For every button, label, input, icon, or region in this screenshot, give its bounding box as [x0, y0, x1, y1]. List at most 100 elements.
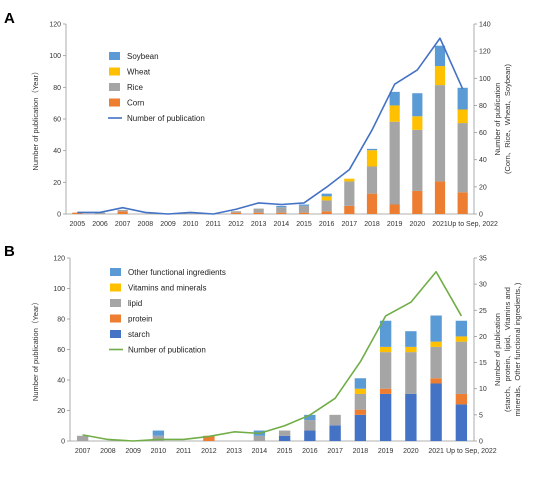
chart-b-right-tick-label: 5 [479, 412, 483, 419]
chart-a-bar-corn [412, 190, 423, 214]
chart-a-bar-rice [457, 123, 468, 193]
chart-b-right-axis-title-line: minerals、Other functional ingredients、) [513, 282, 522, 416]
chart-a-bar-corn [457, 192, 468, 214]
chart-a-legend-label-wheat: Wheat [127, 68, 151, 77]
chart-b-left-tick-label: 0 [61, 439, 65, 446]
chart-a-bar-soybean [321, 193, 332, 197]
panel-letter-b: B [4, 243, 15, 260]
chart-b-category-label: 2015 [277, 448, 293, 455]
chart-a-category-label: 2014 [274, 221, 290, 228]
chart-b-bar-lipid [253, 435, 266, 441]
chart-b-category-label: 2010 [151, 448, 167, 455]
chart-a-right-tick-label: 0 [479, 212, 483, 219]
chart-a-legend-swatch-wheat [109, 67, 120, 76]
chart-a-bar-rice [389, 121, 400, 205]
chart-b-bar-protein [354, 409, 367, 415]
chart-b-right-tick-label: 15 [479, 360, 487, 367]
chart-b-legend-label-lipid: lipid [128, 299, 142, 308]
chart-a-category-label: 2013 [251, 221, 267, 228]
chart-a-left-axis-title: Number of publication（Year） [31, 67, 40, 170]
chart-a-bar-rice [434, 85, 446, 182]
chart-a-left-tick-label: 40 [53, 148, 61, 155]
chart-a-left-tick-label: 120 [49, 22, 61, 29]
chart-b-left-tick-label: 20 [57, 408, 65, 415]
chart-a-bar-soybean [276, 205, 287, 208]
chart-b-legend-label-other-functional-ingredients: Other functional ingredients [128, 268, 226, 277]
chart-b-category-label: 2016 [302, 448, 318, 455]
chart-a-right-tick-label: 140 [479, 22, 491, 29]
chart-b-legend-swatch-vitamins-and-minerals [110, 283, 121, 292]
chart-a-category-label: 2008 [138, 221, 154, 228]
chart-a-bar-wheat [457, 109, 468, 124]
chart-a-bar-corn [117, 211, 128, 214]
chart-b-category-label: Up to Sep, 2022 [446, 448, 497, 455]
chart-b-bar-lipid [354, 393, 367, 410]
chart-b-bar-starch [455, 404, 468, 441]
chart-a-right-tick-label: 120 [479, 49, 491, 56]
chart-b-category-label: 2019 [378, 448, 394, 455]
chart-b-bar-vitamins-and-minerals [405, 346, 417, 353]
chart-b-right-tick-label: 20 [479, 334, 487, 341]
chart-a-bar-rice [276, 207, 287, 213]
chart-b-bar-other-functional-ingredients [405, 331, 417, 347]
chart-b-left-tick-label: 120 [53, 256, 65, 263]
chart-b-bar-starch [405, 393, 417, 441]
chart-a-bar-wheat [389, 105, 400, 122]
chart-a-category-label: Up to Sep, 2022 [447, 221, 498, 228]
chart-b-bar-other-functional-ingredients [455, 320, 468, 337]
chart-panel-a: 0 20 40 60 80 100 120 0 20 40 60 80 100 120 140 2005 200… [31, 22, 512, 229]
chart-a-legend-swatch-corn [109, 98, 120, 107]
chart-b-right-tick-label: 10 [479, 386, 487, 393]
chart-a-bar-corn [72, 212, 83, 214]
chart-b-bar-starch [304, 430, 316, 441]
chart-b-bar-other-functional-ingredients [379, 320, 392, 347]
chart-a-legend-label-corn: Corn [127, 99, 144, 108]
chart-a-bar-corn [366, 193, 378, 214]
chart-b-bar-other-functional-ingredients [152, 430, 165, 436]
chart-a-bar-soybean [298, 204, 310, 206]
chart-b-right-tick-label: 30 [479, 282, 487, 289]
chart-a-bar-rice [253, 208, 264, 213]
chart-b-bar-starch [430, 383, 442, 441]
chart-a-category-label: 2010 [183, 221, 199, 228]
chart-a-right-tick-label: 40 [479, 157, 487, 164]
chart-a-bar-rice [298, 205, 310, 213]
chart-a-category-label: 2012 [228, 221, 244, 228]
chart-a-right-axis-title-line: Number of publication [493, 83, 502, 156]
chart-a-category-label: 2016 [319, 221, 335, 228]
chart-a-bar-soybean [389, 91, 400, 106]
chart-a-legend-swatch-rice [109, 83, 120, 91]
chart-a-bar-soybean [412, 93, 423, 117]
chart-b-category-label: 2012 [201, 448, 217, 455]
chart-panel-b: 0 20 40 60 80 100 120 0 5 10 15 20 25 30 35 2007 2008 200… [31, 256, 522, 456]
chart-b-bar-starch [379, 393, 392, 441]
chart-a-category-label: 2011 [206, 221, 221, 228]
chart-a-legend-label-rice: Rice [127, 83, 144, 92]
chart-b-bar-other-functional-ingredients [430, 315, 442, 342]
chart-a-category-label: 2017 [342, 221, 358, 228]
chart-b-bar-lipid [152, 435, 165, 441]
chart-b-left-tick-label: 40 [57, 378, 65, 385]
chart-b-left-tick-label: 80 [57, 317, 65, 324]
chart-a-category-label: 2021 [432, 221, 448, 228]
chart-b-bar-starch [354, 414, 367, 441]
chart-b-left-tick-label: 100 [53, 286, 65, 293]
chart-a-right-tick-label: 60 [479, 130, 487, 137]
chart-b-bar-starch [278, 435, 291, 441]
chart-b-bar-lipid [329, 414, 341, 426]
chart-a-line-number-of-publication [77, 37, 464, 215]
chart-a-bar-rice [94, 212, 106, 214]
chart-b-bar-vitamins-and-minerals [455, 336, 468, 342]
chart-b-legend-label-protein: protein [128, 315, 152, 324]
chart-a-bar-corn [321, 211, 332, 214]
chart-a-bar-rice [230, 211, 242, 213]
chart-b-legend-swatch-starch [110, 330, 121, 338]
chart-b-bar-protein [430, 378, 442, 384]
chart-a-bar-rice [117, 209, 128, 212]
chart-a-bar-soybean [434, 45, 446, 67]
chart-b-bar-lipid [455, 341, 468, 394]
chart-a-category-label: 2019 [387, 221, 403, 228]
chart-b-bar-lipid [405, 352, 417, 394]
chart-b-bar-other-functional-ingredients [354, 378, 367, 389]
chart-a-left-tick-label: 20 [53, 180, 61, 187]
